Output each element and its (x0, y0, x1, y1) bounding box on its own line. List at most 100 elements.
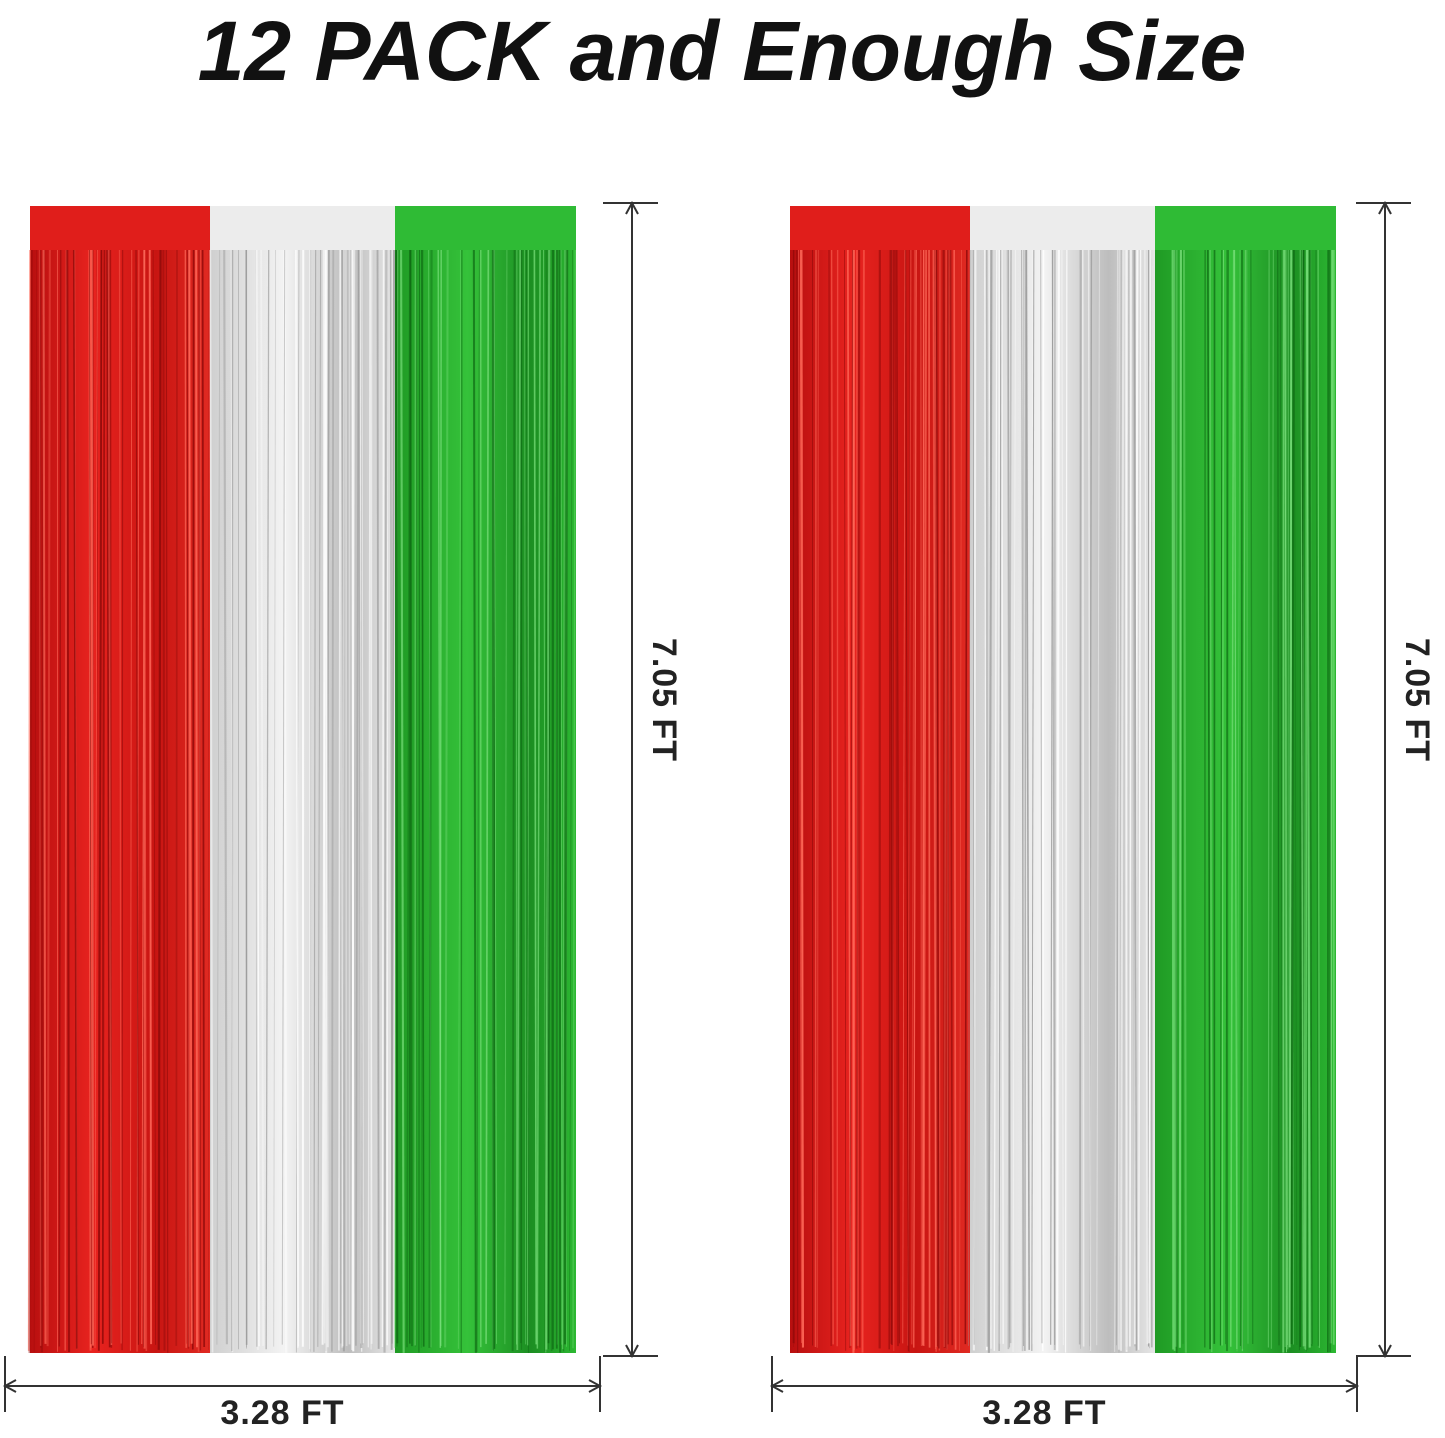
fringe-strand (1246, 249, 1249, 1344)
fringe-strand (107, 249, 113, 1345)
fringe-strand (493, 249, 497, 1344)
fringe-strand (949, 249, 954, 1346)
fringe-strand (66, 249, 71, 1352)
fringe-strand (560, 249, 563, 1345)
fringe-strand (476, 249, 480, 1353)
arrow-head (2, 1379, 17, 1393)
fringe-strand (828, 249, 833, 1346)
fringe-strand (355, 249, 360, 1346)
fringe-strand (1061, 249, 1064, 1346)
fringe-strand (256, 249, 260, 1347)
fringe-strand (1133, 249, 1138, 1351)
fringe-strand (101, 249, 106, 1344)
arrow-head (625, 1344, 639, 1359)
fringe-strand (796, 249, 799, 1353)
fringe-strand (922, 249, 928, 1347)
fringe-strand (1284, 249, 1288, 1353)
fringe-strand (357, 249, 363, 1348)
fringe-strand (894, 249, 900, 1347)
curtain-panel: 7.05 FT 3.28 FT (769, 200, 1436, 1432)
fringe-strand (562, 249, 566, 1350)
fringe-strand (1239, 249, 1243, 1347)
fringe-strand (369, 249, 373, 1344)
fringe-strand (1031, 249, 1035, 1352)
fringe-strand (1008, 249, 1011, 1348)
arrow-head (1378, 1344, 1392, 1359)
fringe-strand (340, 249, 345, 1352)
fringe-strand (1087, 249, 1092, 1351)
fringe-strand (933, 249, 939, 1347)
fringe-strand (1064, 249, 1068, 1353)
fringe-strand (920, 249, 923, 1346)
fringe-strand (516, 249, 522, 1351)
fringe-strand (831, 249, 834, 1345)
curtain-panel: 7.05 FT 3.28 FT (2, 200, 683, 1432)
fringe-strand (1250, 249, 1254, 1344)
fringe-strand (1148, 249, 1152, 1344)
fringe-strand (1233, 249, 1238, 1350)
fringe-strand (157, 249, 162, 1350)
fringe-strand (136, 249, 140, 1352)
fringe-strand (1308, 249, 1313, 1346)
fringe-strand (891, 249, 895, 1346)
fringe-strand (545, 249, 550, 1350)
fringe-strand (935, 249, 940, 1349)
fringe-strand (389, 249, 393, 1344)
fringe-strand (118, 249, 122, 1344)
fringe-strand (533, 249, 538, 1345)
fringe-strand (943, 249, 948, 1348)
fringe-strand (1119, 249, 1125, 1351)
fringe-strand (148, 249, 153, 1345)
fringe-strand (360, 249, 364, 1345)
fringe-strand (572, 249, 576, 1349)
fringe-strand (1219, 249, 1223, 1346)
fringe-strand (1182, 249, 1187, 1353)
fringe-strand (338, 249, 341, 1351)
curtain-header (790, 206, 970, 250)
fringe-strand (1050, 249, 1054, 1345)
fringe-strand (861, 249, 865, 1353)
fringe-strand (558, 249, 562, 1353)
fringe-strand (1207, 249, 1211, 1350)
fringe-strand (942, 249, 946, 1348)
fringe-strand (511, 249, 516, 1352)
fringe-strand (162, 249, 166, 1351)
fringe-strand (968, 249, 971, 1346)
fringe-strand (428, 249, 432, 1348)
fringe-strand (152, 249, 157, 1345)
fringe-strand (814, 249, 817, 1348)
fringe-strand (1329, 249, 1334, 1344)
fringe-strand (186, 249, 189, 1344)
fringe-strand (1040, 249, 1043, 1344)
fringe-strand (545, 249, 551, 1350)
arrow-head (588, 1379, 603, 1393)
fringe-strand (932, 249, 936, 1350)
fringe-strand (527, 249, 529, 1346)
fringe-strand (516, 249, 518, 1345)
fringe-strand (1007, 249, 1012, 1350)
fringe-strand (38, 249, 42, 1346)
fringe-strand (331, 249, 335, 1352)
fringe-strand (186, 249, 190, 1349)
fringe-strand (406, 249, 411, 1348)
fringe-strand (1298, 249, 1302, 1351)
fringe-strand (1303, 249, 1308, 1349)
panels: 7.05 FT 3.28 FT 7.05 FT 3.28 FT (2, 200, 1436, 1432)
fringe-strand (816, 249, 820, 1348)
fringe-strand (1317, 249, 1320, 1348)
fringe-strand (953, 249, 957, 1350)
fringe-strand (1078, 249, 1082, 1345)
fringe-strand (1221, 249, 1224, 1346)
fringe-strand (367, 249, 371, 1348)
fringe-strand (1096, 249, 1100, 1346)
fringe-strand (794, 249, 797, 1344)
fringe-strand (58, 249, 62, 1347)
fringe-strand (1305, 249, 1311, 1348)
arrow-head (1345, 1379, 1360, 1393)
fringe-strand (544, 249, 548, 1352)
fringe-strand (339, 249, 344, 1347)
fringe-strand (351, 249, 355, 1352)
fringe-strand (934, 249, 938, 1348)
fringe-strand (1012, 249, 1016, 1352)
